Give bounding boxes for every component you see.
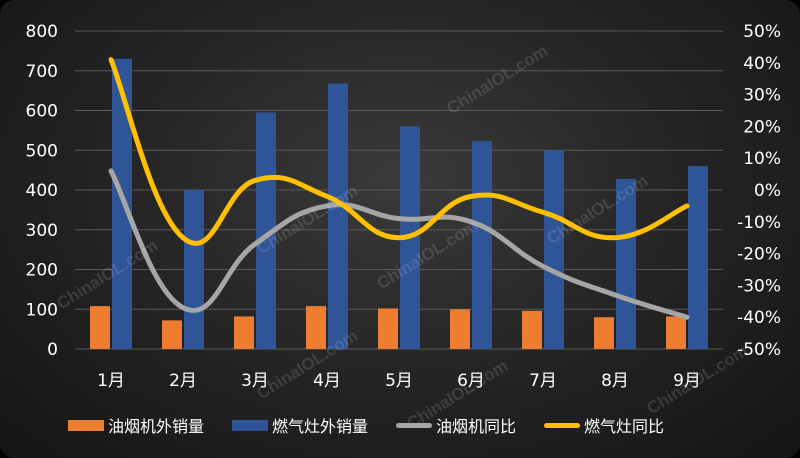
y-right-tick-label: 20% [743,117,781,137]
y-left-tick-label: 300 [26,221,58,241]
line-hood-yoy [108,168,690,320]
legend-label-stove-export: 燃气灶外销量 [272,417,369,436]
y-right-tick-label: -30% [737,276,781,296]
y-left-tick-label: 600 [26,102,58,122]
legend-swatch-stove-export [232,419,269,431]
bar-hood-export [522,310,542,349]
x-tick-label: 1月 [97,371,125,391]
legend-item-stove-export: 燃气灶外销量 [232,413,368,437]
bar-stove-export [544,150,564,349]
legend: 油烟机外销量 燃气灶外销量 油烟机同比 燃气灶同比 [68,412,768,438]
x-tick-label: 6月 [457,371,485,391]
y-left-tick-label: 800 [26,22,58,42]
legend-item-hood-yoy: 油烟机同比 [396,413,516,437]
bar-hood-export [162,320,182,349]
legend-label-stove-yoy: 燃气灶同比 [584,417,665,436]
bar-hood-export [306,306,326,349]
x-tick-label: 7月 [529,371,557,391]
y-right-tick-label: 40% [743,54,781,74]
legend-label-hood-export: 油烟机外销量 [108,417,205,436]
y-left-tick-label: 0 [47,340,58,360]
bar-hood-export [378,308,398,349]
bar-stove-export [616,178,636,349]
x-tick-label: 8月 [601,371,629,391]
y-right-tick-label: -40% [737,308,781,328]
legend-swatch-stove-yoy [544,422,581,428]
y-right-tick-label: 10% [743,149,781,169]
y-left-tick-label: 400 [26,181,58,201]
x-tick-label: 3月 [241,371,269,391]
bar-hood-export [90,306,110,349]
bar-hood-export [594,317,614,349]
bar-hood-export [450,309,470,349]
legend-swatch-hood-yoy [396,422,433,428]
bar-stove-export [184,190,204,349]
y-left-tick-label: 500 [26,141,58,161]
x-tick-label: 2月 [169,371,197,391]
bar-hood-export [666,316,686,349]
y-left-tick-label: 100 [26,300,58,320]
y-right-tick-label: 50% [743,22,781,42]
bar-stove-export [328,83,348,349]
bar-hood-export [234,316,254,349]
bar-stove-export [472,141,492,349]
line-stove-yoy [108,57,690,246]
bar-stove-export [256,112,276,349]
x-tick-label: 4月 [313,371,341,391]
x-tick-label: 5月 [385,371,413,391]
legend-item-stove-yoy: 燃气灶同比 [544,413,664,437]
legend-label-hood-yoy: 油烟机同比 [436,417,517,436]
y-right-tick-label: -20% [737,245,781,265]
bar-stove-export [688,166,708,349]
y-left-tick-label: 700 [26,62,58,82]
bar-stove-export [112,58,132,349]
legend-item-hood-export: 油烟机外销量 [68,413,204,437]
legend-swatch-hood-export [68,419,104,431]
x-tick-label: 9月 [673,371,701,391]
y-left-tick-label: 200 [26,261,58,281]
y-right-tick-label: -50% [737,340,781,360]
y-right-tick-label: 0% [754,181,781,201]
y-right-tick-label: -10% [737,213,781,233]
y-right-tick-label: 30% [743,86,781,106]
